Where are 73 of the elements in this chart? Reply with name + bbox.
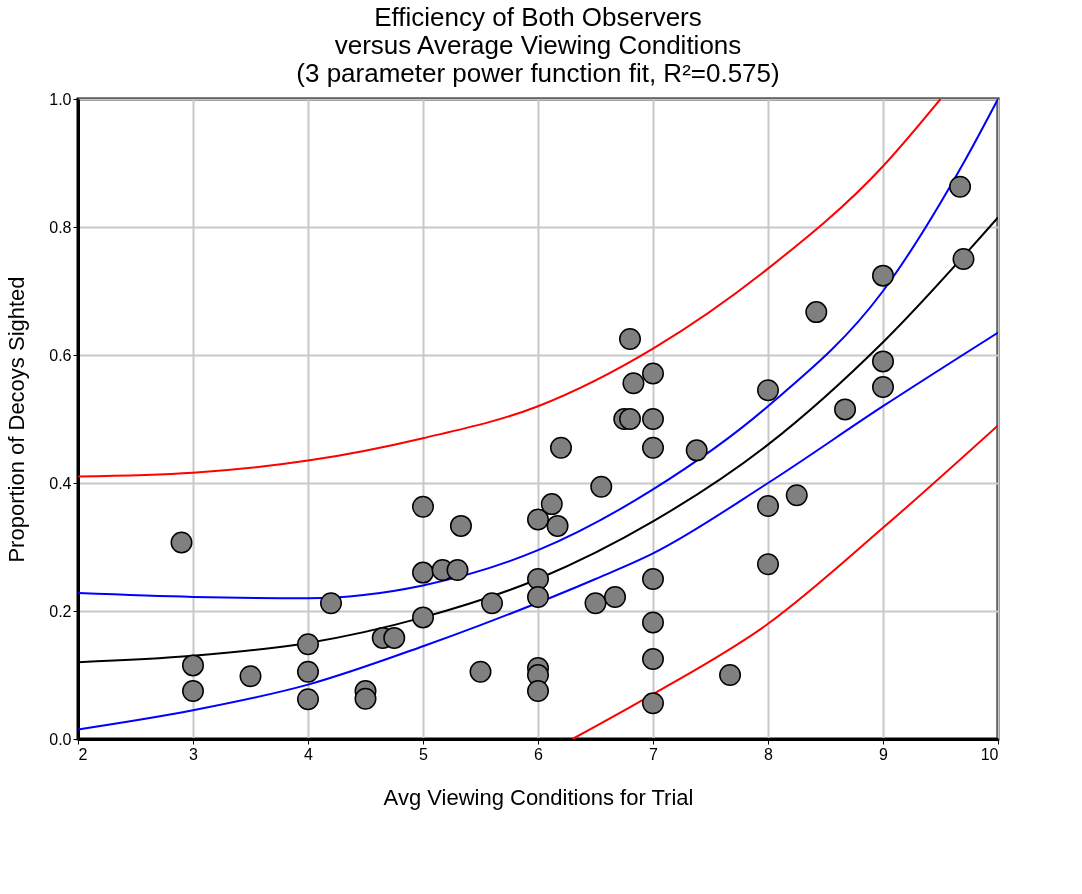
point xyxy=(622,372,645,395)
point xyxy=(449,514,472,537)
point xyxy=(757,379,779,402)
point xyxy=(546,514,569,537)
point xyxy=(642,692,664,715)
x-axis-title: Avg Viewing Conditions for Trial xyxy=(383,784,694,810)
point xyxy=(757,495,779,518)
point xyxy=(182,654,204,677)
point xyxy=(685,439,708,462)
point xyxy=(412,606,434,629)
point xyxy=(619,328,641,350)
point xyxy=(320,592,342,615)
x-tick-label: 9 xyxy=(879,745,889,763)
point xyxy=(619,408,641,430)
point xyxy=(872,264,894,287)
point xyxy=(469,660,492,683)
point xyxy=(297,660,319,683)
point xyxy=(642,436,664,459)
x-tick-label: 5 xyxy=(419,745,429,763)
y-tick-label: 0.6 xyxy=(49,346,72,364)
point xyxy=(354,687,377,710)
point xyxy=(590,475,613,498)
line-series xyxy=(571,424,998,739)
point xyxy=(170,531,193,554)
point xyxy=(527,508,549,531)
point xyxy=(550,436,572,459)
line-series xyxy=(78,331,998,731)
x-tick-label: 4 xyxy=(304,745,314,763)
x-tick-label: 2 xyxy=(78,745,88,763)
point xyxy=(719,664,742,686)
point xyxy=(642,408,664,430)
x-tick-label: 8 xyxy=(764,745,774,763)
point xyxy=(785,484,808,507)
point xyxy=(383,626,406,649)
point xyxy=(412,495,434,518)
x-tick-label: 6 xyxy=(534,745,544,763)
point xyxy=(527,680,549,702)
point xyxy=(412,561,434,584)
point xyxy=(872,376,894,398)
point xyxy=(757,553,779,576)
point xyxy=(297,688,319,711)
point xyxy=(952,248,975,270)
point xyxy=(481,592,503,615)
point xyxy=(642,362,664,385)
point xyxy=(642,568,664,590)
line-series xyxy=(78,99,942,478)
point xyxy=(297,633,319,656)
y-axis-title: Proportion of Decoys Sighted xyxy=(4,276,30,563)
point xyxy=(527,568,549,590)
y-tick-label: 0.2 xyxy=(49,602,72,620)
text: versus Average Viewing Conditions xyxy=(334,30,742,60)
point xyxy=(604,585,627,608)
y-tick-label: 0.4 xyxy=(49,474,72,492)
y-tick-label: 1.0 xyxy=(49,90,72,108)
x-tick-label: 7 xyxy=(649,745,659,763)
point xyxy=(642,648,664,670)
y-tick-label: 0.8 xyxy=(49,218,72,236)
point xyxy=(642,611,664,634)
point xyxy=(446,559,469,582)
point xyxy=(872,350,894,373)
point xyxy=(584,592,607,615)
point xyxy=(949,175,972,198)
text: (3 parameter power function fit, R²=0.575) xyxy=(296,58,780,88)
text: Efficiency of Both Observers xyxy=(374,2,702,32)
point xyxy=(834,398,857,421)
point xyxy=(239,665,262,688)
point xyxy=(805,301,828,324)
y-tick-label: 0.0 xyxy=(49,730,72,748)
point xyxy=(182,680,204,702)
point xyxy=(527,585,549,608)
x-tick-label: 3 xyxy=(189,745,199,763)
x-tick-label: 10 xyxy=(980,745,999,763)
point xyxy=(540,493,563,516)
